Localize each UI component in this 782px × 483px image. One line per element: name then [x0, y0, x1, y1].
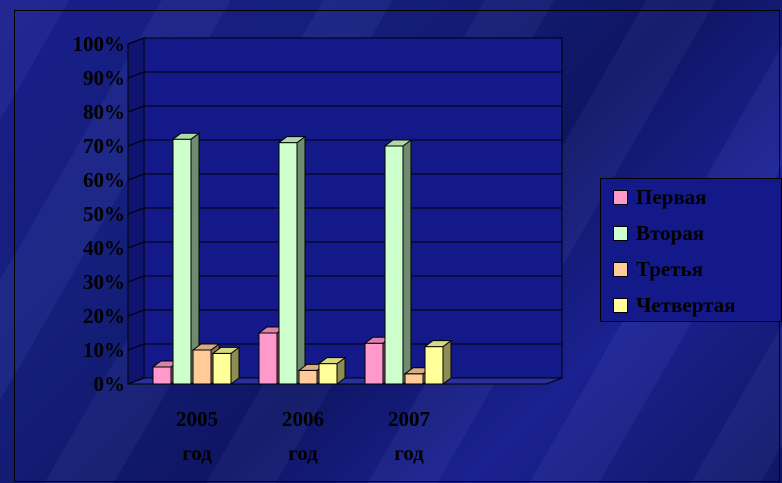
bar [317, 356, 347, 385]
x-tick-label: 2007 год [388, 407, 430, 465]
y-tick-label: 10% [83, 338, 125, 362]
y-tick-label: 50% [83, 202, 125, 226]
grid-line [127, 71, 562, 79]
grid-line [127, 37, 562, 45]
grid-line [127, 207, 562, 215]
bar [171, 132, 201, 385]
y-tick-label: 40% [83, 236, 125, 260]
legend-swatch [613, 225, 628, 241]
legend-label: Первая [636, 184, 707, 209]
y-tick-label: 0% [94, 372, 126, 396]
grid-line [127, 139, 562, 147]
legend-label: Четвертая [636, 292, 736, 317]
bar [383, 139, 413, 385]
legend-swatch [613, 297, 628, 313]
y-tick-labels: 0% 10% 20% 30% 40% 50% 60% 70% 80% 90% 100% [73, 32, 126, 396]
legend: Первая Вторая Третья Четвертая [600, 178, 782, 322]
grid-line [127, 275, 562, 283]
y-tick-label: 20% [83, 304, 125, 328]
y-tick-label: 70% [83, 134, 125, 158]
grid-line [127, 343, 562, 351]
x-tick-label: 2006 год [282, 407, 324, 465]
grid-line [127, 241, 562, 249]
grid-lines [127, 37, 562, 385]
y-tick-label: 60% [83, 168, 125, 192]
y-tick-label: 30% [83, 270, 125, 294]
bar [277, 135, 307, 385]
legend-label: Вторая [636, 220, 705, 245]
legend-item: Первая [613, 185, 707, 209]
bars [151, 132, 453, 385]
bar [423, 339, 453, 385]
grid-line [127, 105, 562, 113]
x-tick-label: 2005 год [176, 407, 218, 465]
x-tick-labels: 2005 год 2006 год 2007 год [176, 407, 430, 465]
y-tick-label: 100% [73, 32, 126, 56]
grid-line [127, 309, 562, 317]
legend-swatch [613, 189, 628, 205]
legend-item: Вторая [613, 221, 704, 245]
bar [211, 346, 241, 385]
y-tick-label: 80% [83, 100, 125, 124]
legend-swatch [613, 261, 628, 277]
legend-item: Четвертая [613, 293, 736, 317]
y-tick-label: 90% [83, 66, 125, 90]
legend-label: Третья [636, 256, 703, 281]
grid-line [127, 173, 562, 181]
legend-item: Третья [613, 257, 703, 281]
